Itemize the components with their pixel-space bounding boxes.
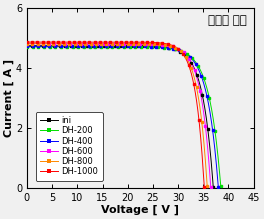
- Text: 시제품 모듈: 시제품 모듈: [208, 14, 247, 26]
- Legend: ini, DH-200, DH-400, DH-600, DH-800, DH-1000: ini, DH-200, DH-400, DH-600, DH-800, DH-…: [36, 112, 102, 180]
- X-axis label: Voltage [ V ]: Voltage [ V ]: [101, 205, 179, 215]
- Y-axis label: Current [ A ]: Current [ A ]: [4, 59, 15, 137]
